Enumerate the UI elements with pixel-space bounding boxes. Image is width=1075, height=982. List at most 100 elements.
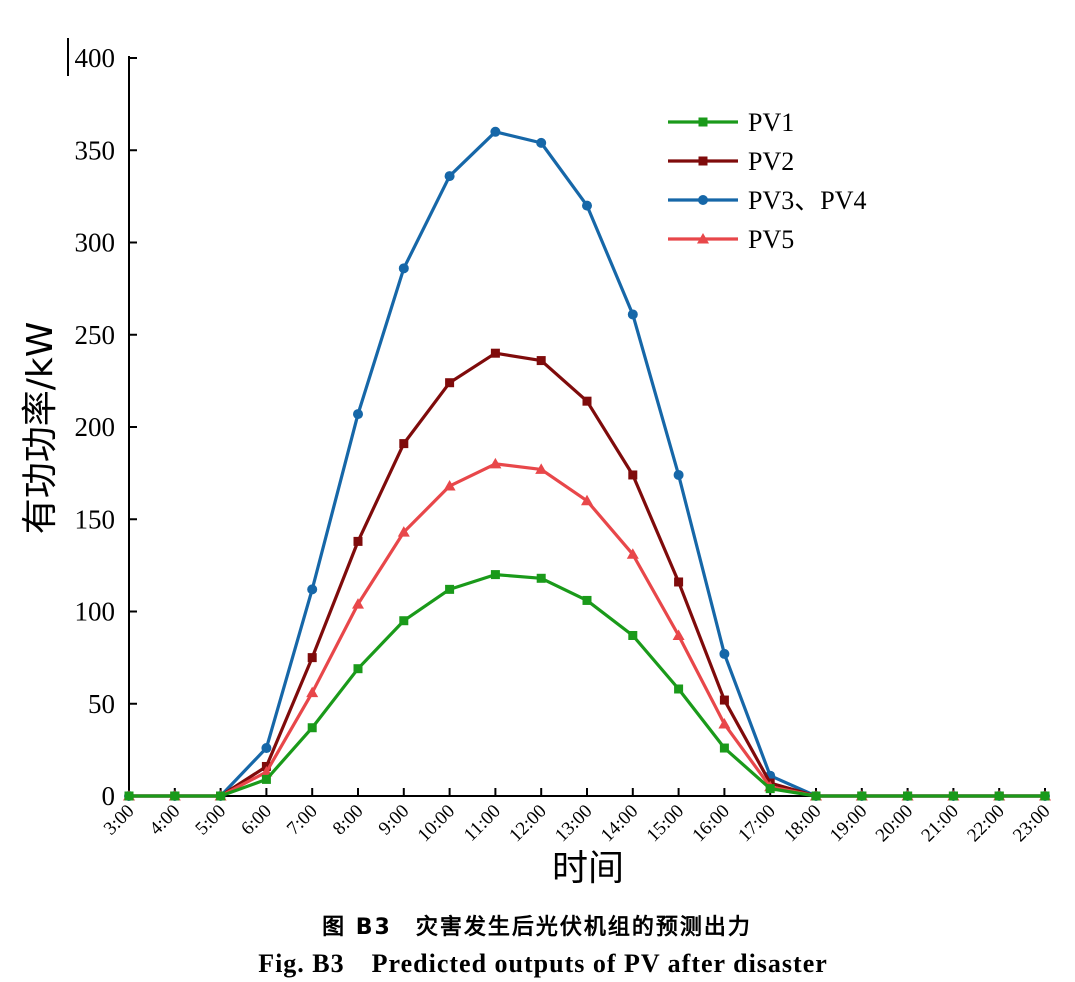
legend-label: PV2 [748, 147, 794, 176]
caption-cn: 图 B3 灾害发生后光伏机组的预测出力 [322, 914, 752, 940]
x-tick-label: 6:00 [237, 801, 276, 840]
x-tick-label: 7:00 [283, 801, 322, 840]
y-tick-label: 350 [75, 135, 116, 165]
data-point-pv2 [536, 356, 546, 366]
y-tick-label: 0 [102, 781, 116, 811]
x-tick-label: 18:00 [780, 801, 825, 846]
data-point-pv1 [994, 791, 1004, 801]
x-tick-label: 10:00 [414, 801, 459, 846]
legend-swatch-marker [698, 195, 708, 205]
data-point-pv1 [857, 791, 867, 801]
data-point-pv1 [307, 723, 317, 733]
data-point-pv2 [719, 695, 729, 705]
data-point-pv1 [261, 774, 271, 784]
series-line-pv3-pv4 [129, 130, 1045, 798]
caption-en: Fig. B3 Predicted outputs of PV after di… [258, 949, 828, 978]
data-point-pv2 [445, 378, 455, 388]
x-axis-title: 时间 [552, 848, 624, 889]
data-point-pv5 [626, 548, 639, 559]
data-point-pv1 [811, 791, 821, 801]
x-tick-label: 5:00 [191, 801, 230, 840]
data-point-pv5 [352, 598, 364, 609]
data-point-pv3-pv4 [307, 584, 318, 595]
data-point-pv3-pv4 [719, 648, 730, 659]
x-tick-label: 13:00 [551, 801, 596, 846]
legend: PV1 PV2 PV3、PV4 PV5 [668, 108, 866, 254]
x-tick-label: 22:00 [963, 801, 1008, 846]
data-point-pv3-pv4 [627, 309, 638, 320]
data-point-pv2 [628, 470, 638, 480]
data-point-pv3-pv4 [582, 200, 592, 211]
data-point-pv1 [124, 791, 134, 801]
y-tick-label: 200 [75, 412, 116, 442]
legend-item-pv1: PV1 [668, 108, 794, 137]
data-point-pv3-pv4 [444, 171, 455, 182]
legend-label: PV1 [748, 108, 794, 137]
x-tick-label: 9:00 [375, 801, 414, 840]
data-point-pv1 [353, 664, 363, 674]
data-point-pv1 [216, 791, 226, 801]
x-tick-label: 11:00 [460, 801, 505, 846]
data-point-pv5 [306, 686, 319, 698]
legend-label: PV5 [748, 225, 794, 254]
data-point-pv1 [948, 791, 958, 801]
data-point-pv2 [490, 348, 500, 358]
x-tick-label: 8:00 [329, 801, 368, 840]
data-point-pv1 [674, 684, 684, 694]
y-tick-label: 150 [75, 504, 116, 534]
data-point-pv5 [581, 494, 593, 506]
y-tick-label: 100 [75, 597, 116, 627]
data-point-pv5 [489, 457, 502, 469]
series-pv3-pv4 [124, 126, 1050, 801]
data-point-pv5 [443, 480, 456, 491]
legend-item-pv3-pv4: PV3、PV4 [668, 186, 866, 215]
data-point-pv3-pv4 [673, 469, 684, 480]
x-tick-label: 19:00 [826, 801, 871, 846]
x-tick-label: 23:00 [1009, 801, 1054, 846]
data-point-pv1 [719, 743, 729, 753]
x-tick-label: 17:00 [734, 801, 779, 846]
series-group [123, 126, 1051, 801]
data-point-pv5 [718, 718, 731, 729]
data-point-pv1 [445, 584, 455, 594]
x-tick-label: 14:00 [597, 801, 642, 846]
data-point-pv1 [170, 791, 180, 801]
data-point-pv5 [397, 526, 410, 537]
y-tick-label: 300 [75, 228, 116, 258]
data-point-pv3-pv4 [536, 137, 547, 148]
legend-item-pv2: PV2 [668, 147, 794, 176]
data-point-pv5 [535, 463, 548, 474]
data-point-pv2 [307, 653, 317, 663]
y-axis-title: 有功功率/kW [20, 322, 61, 535]
x-tick-label: 20:00 [872, 801, 917, 846]
data-point-pv1 [399, 616, 409, 626]
series-pv2 [124, 348, 1050, 801]
x-tick-label: 21:00 [917, 801, 962, 846]
y-tick-label: 400 [75, 43, 116, 73]
x-tick-label: 16:00 [688, 801, 733, 846]
data-point-pv1 [1040, 791, 1050, 801]
data-point-pv3-pv4 [490, 126, 501, 137]
legend-item-pv5: PV5 [668, 225, 794, 254]
data-point-pv1 [903, 791, 913, 801]
series-line-pv2 [129, 351, 1045, 798]
data-point-pv5 [672, 629, 685, 640]
x-tick-label: 12:00 [505, 801, 550, 846]
axes [67, 38, 1046, 797]
data-point-pv1 [765, 784, 775, 794]
x-tick-label: 15:00 [643, 801, 688, 846]
data-point-pv1 [536, 573, 546, 583]
y-tick-label: 50 [88, 689, 115, 719]
legend-swatch-marker [698, 117, 708, 127]
series-pv1 [124, 570, 1050, 801]
data-point-pv1 [490, 570, 500, 580]
x-tick-label: 4:00 [146, 801, 185, 840]
legend-swatch-marker [698, 156, 708, 166]
data-point-pv2 [353, 536, 363, 546]
legend-swatch-marker [697, 233, 709, 244]
data-point-pv2 [582, 396, 592, 406]
data-point-pv3-pv4 [353, 409, 363, 420]
data-point-pv3-pv4 [261, 743, 272, 754]
